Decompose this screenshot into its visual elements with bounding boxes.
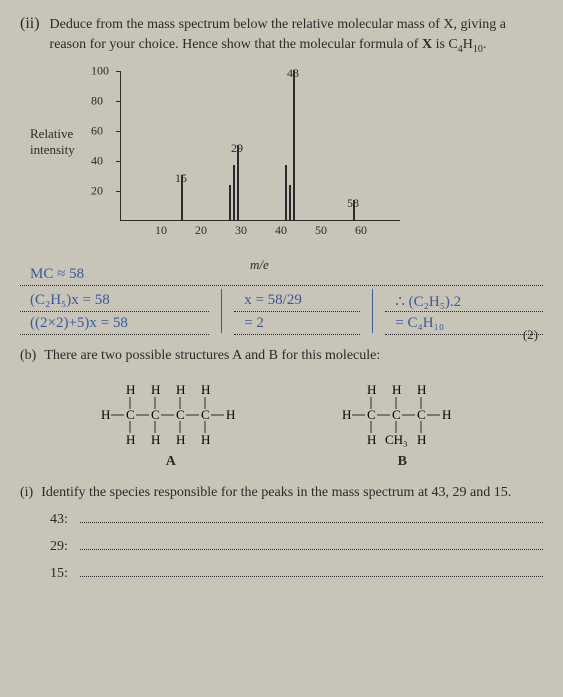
x-tick: 40 bbox=[275, 223, 287, 238]
spectrum-peak bbox=[237, 145, 239, 220]
working-line: ∴ (C₂H₅).2 bbox=[385, 292, 543, 312]
svg-text:C: C bbox=[151, 407, 160, 422]
y-tick: 80 bbox=[91, 94, 103, 109]
part-label: (i) bbox=[20, 485, 33, 501]
svg-text:H: H bbox=[392, 382, 401, 397]
y-tick: 60 bbox=[91, 124, 103, 139]
answer-dots bbox=[80, 509, 543, 523]
svg-text:H: H bbox=[151, 382, 160, 397]
peak-label: 15 bbox=[175, 171, 187, 186]
svg-text:H: H bbox=[176, 382, 185, 397]
x-tick: 30 bbox=[235, 223, 247, 238]
svg-text:H: H bbox=[101, 407, 110, 422]
svg-text:C: C bbox=[367, 407, 376, 422]
structure-label: B bbox=[332, 454, 472, 470]
working-line: = 2 bbox=[234, 315, 360, 335]
spectrum-peak bbox=[285, 165, 287, 220]
peak-label: 43 bbox=[287, 66, 299, 81]
answer-label: 29: bbox=[50, 539, 80, 555]
peak-label: 29 bbox=[231, 141, 243, 156]
svg-text:H: H bbox=[126, 432, 135, 447]
svg-text:H: H bbox=[226, 407, 235, 422]
part-label: (b) bbox=[20, 348, 36, 364]
divider bbox=[221, 289, 222, 333]
svg-text:H: H bbox=[417, 432, 426, 447]
x-tick: 10 bbox=[155, 223, 167, 238]
student-working: MC ≈ 58 (C₂H₅)x = 58 ((2×2)+5)x = 58 x =… bbox=[20, 266, 543, 338]
structure-label: A bbox=[91, 454, 251, 470]
svg-text:C: C bbox=[176, 407, 185, 422]
y-tick: 100 bbox=[91, 64, 109, 79]
svg-text:C: C bbox=[417, 407, 426, 422]
working-line: MC ≈ 58 bbox=[20, 266, 543, 286]
working-line: x = 58/29 bbox=[234, 292, 360, 312]
x-tick: 50 bbox=[315, 223, 327, 238]
structure-a: H H H H H C C C C H H H H H bbox=[91, 379, 251, 470]
answer-dots bbox=[80, 563, 543, 577]
working-line: = C₄H₁₀ bbox=[385, 315, 543, 335]
svg-text:CH₃: CH₃ bbox=[385, 432, 408, 447]
working-line: (C₂H₅)x = 58 bbox=[20, 292, 209, 312]
svg-text:H: H bbox=[367, 382, 376, 397]
marks: (2) bbox=[523, 327, 538, 343]
part-b: (b) There are two possible structures A … bbox=[20, 348, 543, 364]
divider bbox=[372, 289, 373, 333]
structure-a-svg: H H H H H C C C C H H H H H bbox=[91, 379, 251, 449]
svg-text:H: H bbox=[367, 432, 376, 447]
part-i: (i) Identify the species responsible for… bbox=[20, 485, 543, 501]
svg-text:C: C bbox=[201, 407, 210, 422]
question-part-ii: (ii) Deduce from the mass spectrum below… bbox=[20, 15, 543, 56]
y-axis-label: Relative intensity bbox=[30, 126, 75, 157]
svg-text:C: C bbox=[126, 407, 135, 422]
structure-b: H H H H C C C H H CH₃ H B bbox=[332, 379, 472, 470]
peak-label: 58 bbox=[347, 196, 359, 211]
spectrum-peak bbox=[233, 165, 235, 220]
svg-text:H: H bbox=[201, 382, 210, 397]
x-tick: 20 bbox=[195, 223, 207, 238]
answer-43: 43: bbox=[50, 509, 543, 528]
part-number: (ii) bbox=[20, 15, 40, 56]
spectrum-peak bbox=[293, 70, 295, 220]
chart-area: 100 80 60 40 20 10 20 30 40 50 60 15 29 … bbox=[120, 71, 400, 221]
spectrum-peak bbox=[229, 185, 231, 220]
structure-b-svg: H H H H C C C H H CH₃ H bbox=[332, 379, 472, 449]
answer-29: 29: bbox=[50, 536, 543, 555]
answer-15: 15: bbox=[50, 563, 543, 582]
structures: H H H H H C C C C H H H H H bbox=[50, 379, 513, 470]
y-tick: 40 bbox=[91, 154, 103, 169]
svg-text:H: H bbox=[442, 407, 451, 422]
part-text: There are two possible structures A and … bbox=[44, 348, 380, 364]
answer-dots bbox=[80, 536, 543, 550]
mass-spectrum-chart: Relative intensity 100 80 60 40 20 10 20… bbox=[100, 71, 420, 251]
svg-text:H: H bbox=[417, 382, 426, 397]
svg-text:C: C bbox=[392, 407, 401, 422]
svg-text:H: H bbox=[151, 432, 160, 447]
answer-label: 43: bbox=[50, 512, 80, 528]
svg-text:H: H bbox=[126, 382, 135, 397]
svg-text:H: H bbox=[201, 432, 210, 447]
working-line: ((2×2)+5)x = 58 bbox=[20, 315, 209, 335]
part-text: Identify the species responsible for the… bbox=[41, 485, 511, 501]
svg-text:H: H bbox=[342, 407, 351, 422]
spectrum-peak bbox=[289, 185, 291, 220]
answer-label: 15: bbox=[50, 566, 80, 582]
x-tick: 60 bbox=[355, 223, 367, 238]
y-tick: 20 bbox=[91, 184, 103, 199]
question-text: Deduce from the mass spectrum below the … bbox=[50, 15, 543, 56]
svg-text:H: H bbox=[176, 432, 185, 447]
